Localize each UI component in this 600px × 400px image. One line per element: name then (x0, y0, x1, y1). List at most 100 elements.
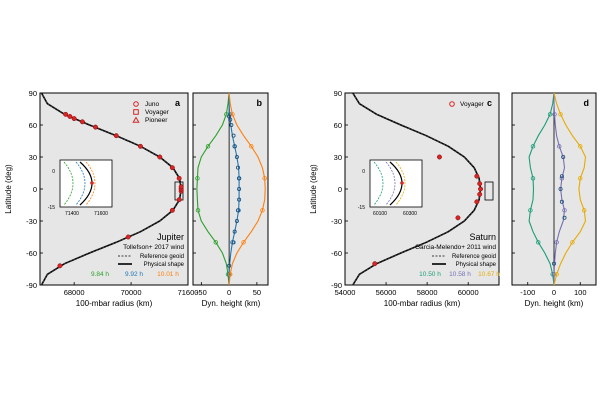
panel-a-inset-xtick-1: 71600 (94, 211, 108, 217)
panel-a-observation-point (125, 234, 131, 240)
panel-b-observation-point (235, 165, 240, 170)
panel-c-xtick-label-1: 56000 (376, 288, 397, 297)
panel-a-inset-frame (59, 159, 113, 208)
panel-d-series-marker (578, 176, 583, 181)
panel-a-xtick-label-2: 71600 (178, 288, 199, 297)
panel-c-ytick-label-5: 60 (334, 121, 342, 130)
panel-c-inset-observation (400, 181, 404, 185)
panel-d-xtick-label-0: -100 (520, 288, 535, 297)
panel-b-observation-point (231, 133, 236, 138)
panel-c-observation-point (372, 261, 378, 267)
panel-b-series-marker (260, 208, 265, 213)
panel-d-xtick-label-2: 100 (574, 288, 587, 297)
panel-letter-b: b (257, 98, 263, 108)
panel-d-series-marker (559, 176, 565, 181)
panel-c-geoid-legend: Reference geoid (452, 254, 496, 260)
panel-a-inset-ytick-0: 0 (52, 169, 55, 175)
panel-d-observation-point (558, 186, 563, 191)
panel-a-ytick-label-5: 60 (29, 121, 37, 130)
panel-c-inset-period-curve (385, 161, 396, 206)
panel-a-observation-point (93, 124, 98, 130)
panel-d-series-marker (552, 112, 557, 117)
panel-c-observation-point (474, 173, 480, 179)
panel-c-zoom-box (484, 181, 494, 201)
panel-c-xtick-label-2: 58000 (417, 288, 438, 297)
panel-b-observation-point (229, 123, 234, 128)
panel-c-xtick-label-0: 54000 (335, 288, 356, 297)
panel-a-planet: Jupiter (157, 232, 184, 242)
panel-a-ytick-label-4: 30 (29, 153, 37, 162)
panel-b-series-marker (195, 208, 201, 213)
panel-a-observation-point (157, 154, 163, 160)
panel-a-observation-point (71, 116, 77, 122)
panel-c-observation-point (455, 215, 461, 221)
panel-a-ytick-label-1: -60 (26, 249, 37, 258)
panel-a-period-3: 10.01 h (157, 271, 179, 278)
panel-a-inset-period-curve (63, 161, 74, 206)
panel-c-ytick-label-4: 30 (334, 153, 342, 162)
panel-d-series-marker (562, 208, 567, 213)
panel-d-xlabel: Dyn. height (km) (525, 299, 584, 308)
panel-a-observation-point (169, 207, 175, 213)
panel-a-xlabel: 100-mbar radius (km) (76, 299, 153, 308)
panel-c-inset-ytick-0: 0 (362, 169, 365, 175)
panel-letter-d: d (584, 98, 590, 108)
panel-b-xtick-label-0: -50 (196, 288, 207, 297)
panel-b-series-2 (228, 92, 266, 286)
panel-d-series-marker (557, 144, 562, 149)
panel-c-inset-ytick-1: -15 (358, 205, 365, 211)
panel-a-legend-pioneer-marker (132, 116, 140, 123)
panel-b-observation-point (234, 154, 239, 159)
panel-c-period-2: 10.58 h (449, 271, 471, 278)
panel-c-period-3: 10.67 h (478, 271, 500, 278)
panel-a-observation-point (63, 111, 69, 117)
panel-b-series-marker (228, 272, 233, 277)
panel-b-series-0 (196, 92, 230, 286)
panel-a-observation-point (138, 143, 143, 149)
panel-c-observation-point (437, 154, 442, 160)
panel-b-xlabel: Dyn. height (km) (202, 299, 261, 308)
panel-a-observation-point (57, 263, 63, 269)
panel-a-legend-voyager: Voyager (145, 109, 170, 116)
panel-a-ytick-label-0: -90 (26, 281, 37, 290)
panel-d-xtick-label-1: 0 (552, 288, 556, 297)
panel-a-observation-point (176, 197, 182, 203)
panel-c-ytick-label-2: -30 (331, 217, 342, 226)
panel-a-geoid-legend: Reference geoid (140, 254, 184, 260)
panel-c-legend-voyager-marker (449, 101, 455, 107)
panel-b-observation-point (231, 240, 236, 245)
panel-b-observation-point (227, 114, 232, 119)
panel-a-legend-juno-marker (133, 101, 139, 107)
panel-b-observation-point (237, 176, 242, 181)
panel-c-observation-point (474, 199, 480, 205)
panel-d-series-marker (554, 240, 559, 245)
panel-c-planet: Saturn (469, 232, 496, 242)
panel-c-inset-xtick-0: 60100 (373, 211, 387, 217)
panel-c-legend-voyager: Voyager (460, 101, 485, 108)
panel-b-observation-point (232, 229, 237, 234)
panel-d-observation-point (561, 154, 566, 159)
panel-b-series-1 (228, 93, 240, 285)
panel-c-xtick-label-3: 60000 (458, 288, 479, 297)
panel-d-series-0 (528, 92, 555, 286)
panel-a-ylabel: Latitude (deg) (4, 164, 13, 214)
panel-c-ytick-label-6: 90 (334, 89, 342, 98)
panel-c-xlabel: 100-mbar radius (km) (384, 299, 461, 308)
panel-b-series-marker (249, 144, 254, 149)
panel-b-xtick-label-1: 0 (227, 288, 231, 297)
panel-d-series-marker (551, 272, 557, 277)
panel-a-ytick-label-2: -30 (26, 217, 37, 226)
panel-d-series-marker (581, 208, 587, 213)
panel-b-observation-point (237, 186, 242, 191)
panel-d-series-marker (530, 144, 536, 149)
panel-d-series-2 (553, 92, 587, 286)
panel-a-period-1: 9.84 h (91, 271, 109, 278)
panel-a-legend-juno: Juno (145, 101, 159, 108)
panel-c-ytick-label-3: 0 (338, 185, 342, 194)
panel-a-reference-geoid-line (41, 92, 182, 286)
panel-b-series-marker (213, 240, 218, 245)
panel-b-observation-point (235, 208, 240, 213)
panel-c-ytick-label-0: -90 (331, 281, 342, 290)
